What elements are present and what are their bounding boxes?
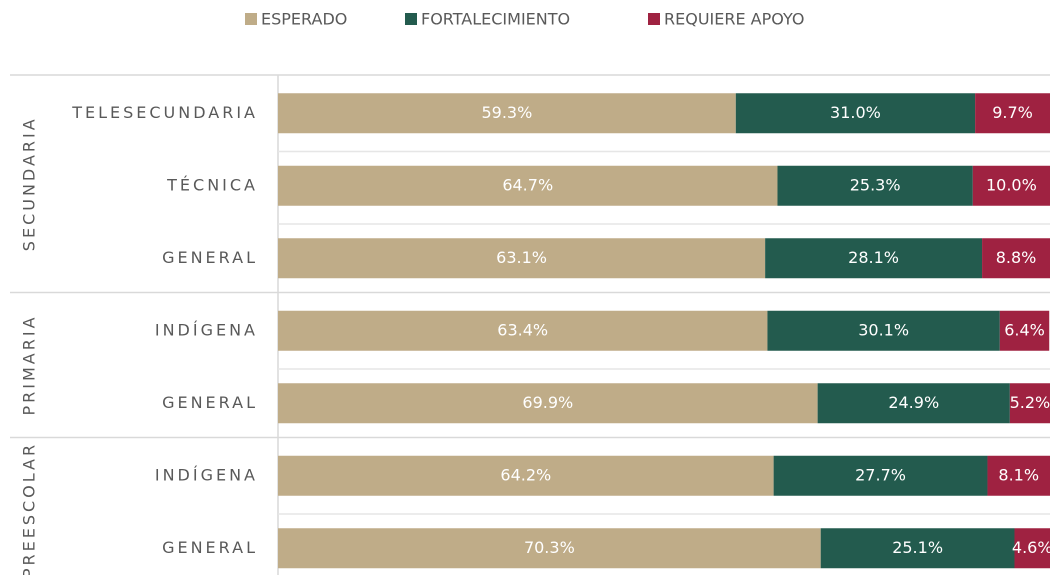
value-label: 27.7%: [855, 465, 906, 484]
value-label: 59.3%: [481, 103, 532, 122]
category-label: GENERAL: [162, 538, 258, 557]
category-label: TÉCNICA: [166, 175, 258, 194]
group-label: SECUNDARIA: [20, 116, 39, 251]
bar-segment: [987, 455, 1050, 496]
value-label: 25.1%: [892, 538, 943, 557]
legend-swatch: [648, 13, 660, 25]
value-label: 5.2%: [1010, 393, 1051, 412]
value-label: 64.7%: [502, 175, 553, 194]
value-label: 6.4%: [1004, 320, 1045, 339]
bar-segment: [765, 238, 983, 279]
bar-segment: [820, 528, 1015, 569]
category-label: INDÍGENA: [155, 320, 258, 339]
value-label: 28.1%: [848, 248, 899, 267]
group-label: PREESCOLAR: [20, 442, 39, 575]
value-label: 25.3%: [850, 175, 901, 194]
category-label: INDÍGENA: [155, 465, 258, 484]
bar-segment: [278, 383, 818, 424]
bar-segment: [278, 93, 736, 134]
bar-segment: [278, 165, 778, 206]
value-label: 31.0%: [830, 103, 881, 122]
value-label: 63.1%: [496, 248, 547, 267]
bar-segment: [999, 310, 1050, 351]
bar-segment: [278, 310, 768, 351]
bar-segment: [1014, 528, 1050, 569]
bar-segment: [1009, 383, 1050, 424]
value-label: 63.4%: [497, 320, 548, 339]
legend-swatch: [405, 13, 417, 25]
bar-segment: [278, 455, 774, 496]
bar-segment: [975, 93, 1050, 134]
bar-segment: [767, 310, 1000, 351]
bar-segment: [735, 93, 976, 134]
bar-segment: [982, 238, 1050, 279]
bar-segment: [817, 383, 1010, 424]
value-label: 69.9%: [522, 393, 573, 412]
value-label: 24.9%: [888, 393, 939, 412]
value-label: 30.1%: [858, 320, 909, 339]
bar-segment: [777, 165, 973, 206]
bar-segment: [773, 455, 988, 496]
legend-label: ESPERADO: [261, 10, 347, 29]
category-label: GENERAL: [162, 248, 258, 267]
bar-segment: [972, 165, 1050, 206]
group-label: PRIMARIA: [20, 314, 39, 415]
bar-segment: [278, 528, 821, 569]
value-label: 10.0%: [986, 175, 1037, 194]
legend-label: REQUIERE APOYO: [664, 10, 804, 29]
legend-label: FORTALECIMIENTO: [421, 10, 570, 29]
category-label: TELESECUNDARIA: [71, 103, 258, 122]
legend-swatch: [245, 13, 257, 25]
value-label: 64.2%: [500, 465, 551, 484]
category-label: GENERAL: [162, 393, 258, 412]
value-label: 8.1%: [998, 465, 1039, 484]
value-label: 8.8%: [996, 248, 1037, 267]
value-label: 9.7%: [992, 103, 1033, 122]
value-label: 4.6%: [1012, 538, 1053, 557]
value-label: 70.3%: [524, 538, 575, 557]
bar-segment: [278, 238, 766, 279]
